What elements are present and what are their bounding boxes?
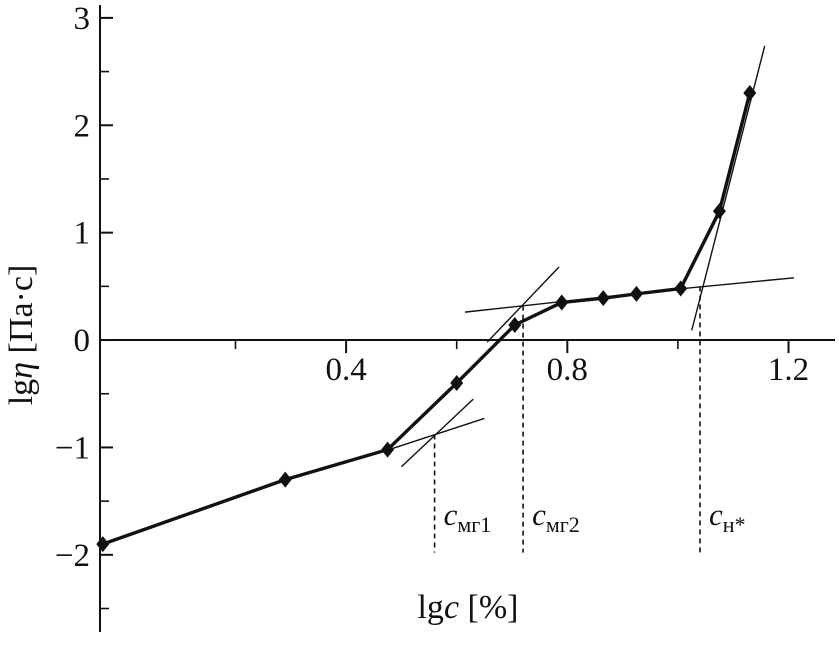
y-axis-title: lgη [Па·с]: [3, 265, 40, 406]
data-point-diamond: [450, 375, 464, 392]
critical-concentration-label-2: cмг2: [532, 497, 580, 537]
y-tick-label: 0: [74, 323, 91, 359]
data-point-diamond: [629, 285, 643, 302]
y-tick-label: 3: [74, 1, 91, 37]
data-point-diamond: [596, 290, 610, 307]
data-point-diamond: [381, 441, 395, 458]
y-tick-label: 1: [74, 216, 91, 252]
data-point-diamond: [712, 203, 726, 220]
tangent-rise-extension: [486, 266, 560, 343]
critical-concentration-label-1: cмг1: [444, 497, 492, 537]
tangent-dilute-extension: [379, 417, 485, 454]
x-tick-label: 0.4: [325, 352, 366, 388]
x-tick-label: 0.8: [547, 352, 588, 388]
data-point-diamond: [555, 294, 569, 311]
tangent-steep-final-extension: [691, 45, 766, 331]
x-tick-label: 1.2: [768, 352, 809, 388]
data-point-diamond: [278, 471, 292, 488]
y-tick-label: 2: [74, 108, 91, 144]
y-tick-label: −2: [55, 538, 90, 574]
data-point-diamond: [96, 536, 110, 553]
data-point-diamond: [743, 85, 757, 102]
critical-concentration-label-3: cн*: [709, 497, 746, 537]
x-axis-title: lgc [%]: [417, 589, 518, 626]
tangent-semidilute-extension: [400, 398, 474, 468]
data-line: [102, 92, 752, 546]
data-point-diamond: [508, 317, 522, 334]
data-point-diamond: [674, 280, 688, 297]
y-tick-label: −1: [55, 430, 90, 466]
